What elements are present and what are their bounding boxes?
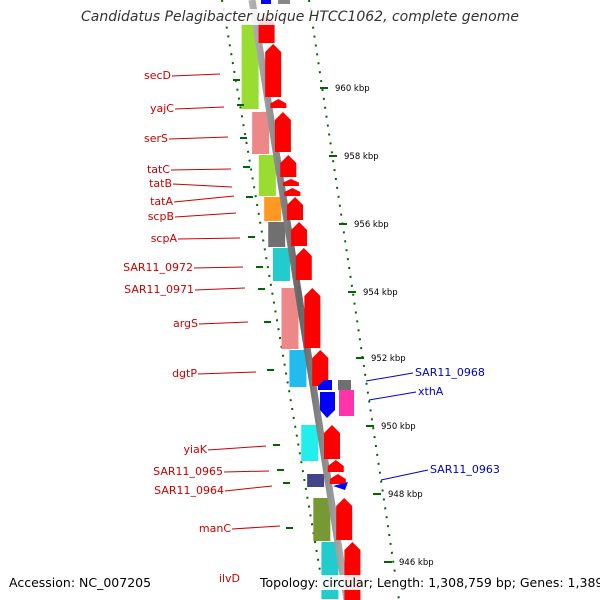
leader-line — [174, 212, 237, 218]
leader-line — [177, 237, 241, 240]
cog-box-xtha — [339, 390, 354, 416]
gene-label-scpa[interactable]: scpA — [151, 232, 178, 245]
leader-line — [380, 469, 429, 481]
cog-box-3 — [264, 197, 282, 221]
leader-line — [168, 136, 229, 140]
reverse-gene-arrow-sar11-0963[interactable] — [333, 482, 348, 490]
leader-line — [197, 371, 257, 375]
gene-label-tatb[interactable]: tatB — [149, 177, 172, 190]
forward-gene-arrow[interactable] — [284, 188, 301, 196]
gene-label-tata[interactable]: tatA — [150, 195, 173, 208]
cog-box-9 — [307, 474, 325, 487]
cog-box-10 — [313, 498, 331, 541]
forward-gene-arrow[interactable] — [274, 112, 291, 152]
gene-label-sar11-0963[interactable]: SAR11_0963 — [430, 463, 500, 476]
gene-label-sar11-0968[interactable]: SAR11_0968 — [415, 366, 485, 379]
gene-label-args[interactable]: argS — [173, 317, 198, 330]
scale-tick-label: 956 kbp — [354, 220, 389, 230]
forward-gene-arrow[interactable] — [304, 288, 321, 348]
reverse-gene-arrow-sar11-0968[interactable] — [318, 380, 332, 390]
leader-line — [193, 266, 244, 269]
cog-box-6 — [281, 288, 299, 349]
gene-label-sar11-0965[interactable]: SAR11_0965 — [153, 465, 223, 478]
gene-label-sers[interactable]: serS — [144, 132, 168, 145]
leader-line — [368, 391, 417, 401]
outer-scale-arc — [308, 0, 400, 600]
cog-box-fragment — [278, 0, 290, 4]
forward-gene-arrow[interactable] — [336, 498, 353, 540]
scale-tick-label: 958 kbp — [344, 152, 379, 162]
forward-gene-arrow[interactable] — [270, 99, 287, 108]
map-title: Candidatus Pelagibacter ubique HTCC1062,… — [78, 9, 521, 25]
scale-tick-label: 952 kbp — [371, 354, 406, 364]
gene-label-manc[interactable]: manC — [199, 522, 231, 535]
reverse-gene-arrow-xtha[interactable] — [320, 392, 335, 418]
gene-label-yajc[interactable]: yajC — [150, 102, 174, 115]
cog-box-0 — [241, 24, 259, 109]
cog-box-8 — [301, 425, 319, 461]
gene-label-sar11-0971[interactable]: SAR11_0971 — [124, 283, 194, 296]
gene-label-sar11-0972[interactable]: SAR11_0972 — [123, 261, 193, 274]
forward-gene-arrow[interactable] — [287, 197, 304, 220]
gene-label-ilvd[interactable]: ilvD — [219, 572, 240, 585]
gene-label-xtha[interactable]: xthA — [418, 385, 444, 398]
cog-box-2 — [258, 155, 276, 196]
leader-line — [173, 195, 235, 203]
accession-text: Accession: NC_007205 — [9, 575, 152, 590]
leader-line — [223, 470, 270, 473]
forward-gene-arrow[interactable] — [344, 542, 361, 600]
scale-tick-label: 954 kbp — [363, 288, 398, 298]
forward-gene-arrow[interactable] — [265, 44, 282, 97]
forward-gene-arrow[interactable] — [327, 460, 344, 472]
leader-line — [224, 485, 273, 492]
forward-gene-arrow[interactable] — [291, 222, 308, 246]
cog-box-1 — [252, 112, 270, 154]
cog-box-5 — [272, 248, 290, 281]
scale-tick-label: 948 kbp — [388, 490, 423, 500]
topology-summary: Topology: circular; Length: 1,308,759 bp… — [260, 575, 600, 590]
genome-backbone — [248, 0, 351, 600]
forward-gene-arrow[interactable] — [323, 425, 340, 459]
gene-label-sar11-0964[interactable]: SAR11_0964 — [154, 484, 224, 497]
scale-tick-label: 946 kbp — [399, 558, 434, 568]
leader-line — [198, 321, 249, 325]
leader-line — [172, 183, 233, 188]
forward-gene-arrow[interactable] — [329, 474, 346, 484]
forward-gene-arrow[interactable] — [280, 155, 297, 177]
leader-line — [194, 287, 246, 291]
forward-gene-arrow[interactable] — [295, 248, 312, 280]
leader-line — [365, 372, 414, 382]
gene-label-secd[interactable]: secD — [144, 69, 171, 82]
leader-line — [174, 106, 225, 110]
gene-label-yiak[interactable]: yiaK — [183, 443, 207, 456]
gene-label-scpb[interactable]: scpB — [148, 210, 174, 223]
leader-line — [231, 525, 281, 530]
leader-line — [207, 445, 267, 451]
leader-line — [171, 73, 221, 77]
forward-gene-arrow[interactable] — [282, 179, 299, 186]
forward-gene-arrow[interactable] — [312, 350, 329, 386]
leader-line — [170, 168, 232, 171]
cog-box-4 — [268, 222, 286, 247]
scale-tick-label: 960 kbp — [335, 84, 370, 94]
scale-tick-label: 950 kbp — [381, 422, 416, 432]
reverse-gene-fragment[interactable] — [261, 0, 271, 4]
cog-box-7 — [289, 350, 307, 387]
gene-label-dgtp[interactable]: dgtP — [172, 367, 197, 380]
gene-label-tatc[interactable]: tatC — [147, 163, 170, 176]
cog-box-sar11-0968 — [338, 380, 351, 390]
